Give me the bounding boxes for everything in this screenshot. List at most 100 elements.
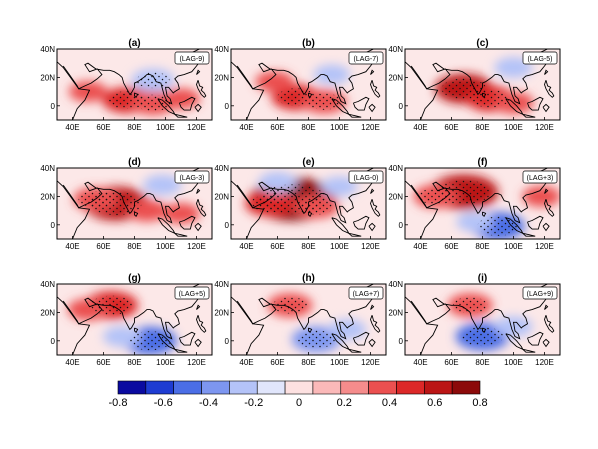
- significance-stipple: [90, 295, 132, 315]
- lon-tick-label: 80E: [475, 242, 489, 251]
- lag-label: (LAG-5): [528, 56, 553, 63]
- coastline: [194, 103, 202, 113]
- coastline: [236, 49, 375, 105]
- lag-label-box: [348, 51, 384, 65]
- lon-tick-label: 40E: [239, 242, 253, 251]
- coastline: [196, 304, 201, 310]
- coastline: [370, 188, 375, 194]
- colorbar-swatch: [256, 380, 286, 395]
- coastline: [368, 103, 376, 113]
- coastline: [331, 217, 350, 235]
- lon-tick-label: 100E: [504, 123, 523, 132]
- lag-label-box: [174, 170, 210, 184]
- lat-tick-label: 0: [399, 102, 404, 111]
- lon-tick-label: 80E: [301, 358, 315, 367]
- lon-tick-label: 100E: [156, 358, 175, 367]
- coastline: [62, 284, 201, 340]
- lat-tick-label: 20N: [214, 192, 229, 201]
- anomaly-region: [494, 316, 533, 337]
- lon-tick-label: 120E: [361, 358, 380, 367]
- lat-tick-label: 40N: [388, 280, 403, 289]
- coastline: [134, 92, 139, 99]
- anomaly-region: [522, 186, 560, 207]
- colorbar-tick-label: 0: [296, 397, 302, 409]
- colorbar-swatch: [229, 380, 258, 395]
- coastline: [544, 188, 549, 194]
- lat-tick-label: 0: [399, 337, 404, 346]
- coastline: [62, 49, 201, 105]
- coastline: [370, 69, 375, 75]
- coastline: [368, 222, 376, 232]
- coastline: [331, 333, 350, 351]
- map-panel: (d) (LAG-3) 40N 20N 0 40E 60E 80E 100E 120E: [40, 157, 213, 251]
- significance-stipple: [306, 93, 342, 110]
- panel-letter: (g): [128, 273, 141, 284]
- lon-tick-label: 100E: [156, 123, 175, 132]
- coastline: [368, 338, 376, 348]
- panel-letter: (b): [302, 38, 315, 49]
- lon-tick-label: 120E: [187, 123, 206, 132]
- map-panel: (g) (LAG+5) 40N 20N 0 40E 60E 80E 100E 120E: [40, 273, 213, 367]
- lag-label-box: [522, 170, 558, 184]
- lat-tick-label: 40N: [40, 45, 55, 54]
- colorbar-tick-label: 0.2: [337, 397, 352, 409]
- lat-tick-label: 0: [225, 102, 230, 111]
- coastline: [482, 92, 487, 99]
- lon-tick-label: 40E: [413, 358, 427, 367]
- coastline: [542, 103, 550, 113]
- coastline: [544, 304, 549, 310]
- lon-tick-label: 60E: [270, 358, 284, 367]
- panel-letter: (i): [478, 273, 487, 284]
- map-panel: (f) (LAG+3) 40N 20N 0 40E 60E 80E 100E 120E: [388, 157, 561, 251]
- lon-tick-label: 60E: [444, 123, 458, 132]
- lat-tick-label: 40N: [388, 45, 403, 54]
- coastline: [196, 315, 207, 333]
- lat-tick-label: 0: [51, 102, 56, 111]
- coastline: [527, 96, 544, 111]
- lat-tick-label: 0: [225, 337, 230, 346]
- lag-label: (LAG+3): [527, 175, 554, 182]
- coastline: [410, 168, 549, 224]
- lat-tick-label: 20N: [214, 308, 229, 317]
- coastline: [352, 331, 370, 346]
- map-panel: (a) (LAG-9) 40N 20N 0 40E 60E 80E 100E 120E: [40, 38, 213, 132]
- colorbar-swatch: [173, 380, 202, 395]
- coastline: [194, 222, 202, 232]
- coastline: [178, 331, 196, 346]
- lag-label: (LAG-7): [354, 56, 379, 63]
- lon-tick-label: 100E: [504, 242, 523, 251]
- map-panel: (b) (LAG-7) 40N 20N 0 40E 60E 80E 100E 120E: [214, 38, 387, 132]
- lon-tick-label: 40E: [65, 242, 79, 251]
- coastline: [308, 327, 313, 334]
- coastline: [196, 69, 201, 75]
- coastline: [352, 215, 370, 230]
- panel-letter: (f): [478, 157, 488, 168]
- colorbar-tick-label: -0.6: [154, 397, 173, 409]
- coastline: [196, 199, 207, 217]
- lon-tick-label: 120E: [187, 242, 206, 251]
- lon-tick-label: 100E: [156, 242, 175, 251]
- coastline: [178, 215, 196, 230]
- coastline: [542, 338, 550, 348]
- lag-label-box: [174, 51, 210, 65]
- coastline: [542, 222, 550, 232]
- coastline: [236, 284, 375, 340]
- lon-tick-label: 80E: [127, 123, 141, 132]
- anomaly-region: [143, 174, 182, 196]
- significance-stipple: [107, 91, 146, 110]
- map-panel: (i) (LAG+9) 40N 20N 0 40E 60E 80E 100E 120E: [388, 273, 561, 367]
- lon-tick-label: 40E: [413, 242, 427, 251]
- lag-label-box: [348, 286, 384, 300]
- lon-tick-label: 60E: [96, 358, 110, 367]
- map-panel: (h) (LAG+7) 40N 20N 0 40E 60E 80E 100E 120E: [214, 273, 387, 367]
- coastline: [544, 80, 555, 98]
- lon-tick-label: 40E: [65, 358, 79, 367]
- lag-label: (LAG-9): [180, 56, 205, 63]
- lat-tick-label: 20N: [40, 192, 55, 201]
- coastline: [522, 348, 536, 353]
- colorbar-tick-label: -0.2: [244, 397, 263, 409]
- lon-tick-label: 40E: [413, 123, 427, 132]
- significance-stipple: [418, 188, 454, 205]
- coastline: [308, 92, 313, 99]
- coastline: [348, 113, 362, 118]
